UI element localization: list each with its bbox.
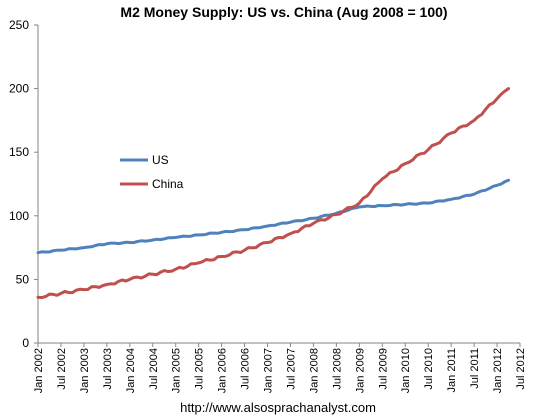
y-tick-label: 50 (16, 272, 30, 286)
x-tick-label: Jan 2010 (400, 348, 412, 393)
y-tick-label: 0 (22, 336, 29, 350)
x-tick-label: Jan 2007 (263, 348, 275, 393)
series-line-us (36, 178, 510, 255)
series-lines (36, 87, 510, 300)
y-axis: 0 50 100 150 200 250 (9, 18, 39, 350)
x-tick-label: Jan 2005 (171, 348, 183, 393)
x-tick-label: Jan 2008 (308, 348, 320, 393)
y-tick-label: 250 (9, 18, 29, 32)
x-tick-label: Jul 2003 (102, 348, 114, 390)
x-tick-label: Jan 2011 (446, 348, 458, 392)
x-tick-label: Jul 2007 (285, 348, 297, 390)
x-axis: Jan 2002 Jul 2002 Jan 2003 Jul 2003 Jan 2004… (33, 342, 527, 393)
legend-label-china: China (152, 177, 184, 191)
x-tick-label: Jul 2009 (377, 348, 389, 390)
x-tick-label: Jul 2004 (148, 348, 160, 390)
x-tick-label: Jul 2002 (56, 348, 68, 390)
x-tick-label: Jan 2009 (354, 348, 366, 393)
x-tick-label: Jan 2006 (217, 348, 229, 393)
chart-title: M2 Money Supply: US vs. China (Aug 2008 … (120, 4, 447, 20)
legend: US China (120, 153, 184, 191)
legend-label-us: US (152, 153, 169, 167)
y-tick-label: 100 (9, 209, 29, 223)
x-tick-label: Jul 2005 (194, 348, 206, 390)
y-tick-label: 150 (9, 145, 29, 159)
series-line-china (36, 87, 510, 300)
x-tick-label: Jan 2003 (79, 348, 91, 393)
x-tick-label: Jul 2010 (423, 348, 435, 390)
x-tick-label: Jan 2004 (125, 348, 137, 393)
x-tick-label: Jul 2011 (469, 348, 481, 389)
source-url: http://www.alsosprachanalyst.com (180, 400, 376, 415)
y-tick-label: 200 (9, 82, 29, 96)
x-tick-label: Jul 2006 (240, 348, 252, 390)
x-tick-label: Jul 2008 (331, 348, 343, 390)
x-tick-label: Jul 2012 (515, 348, 527, 390)
x-tick-label: Jan 2012 (492, 348, 504, 393)
x-tick-label: Jan 2002 (33, 348, 45, 393)
